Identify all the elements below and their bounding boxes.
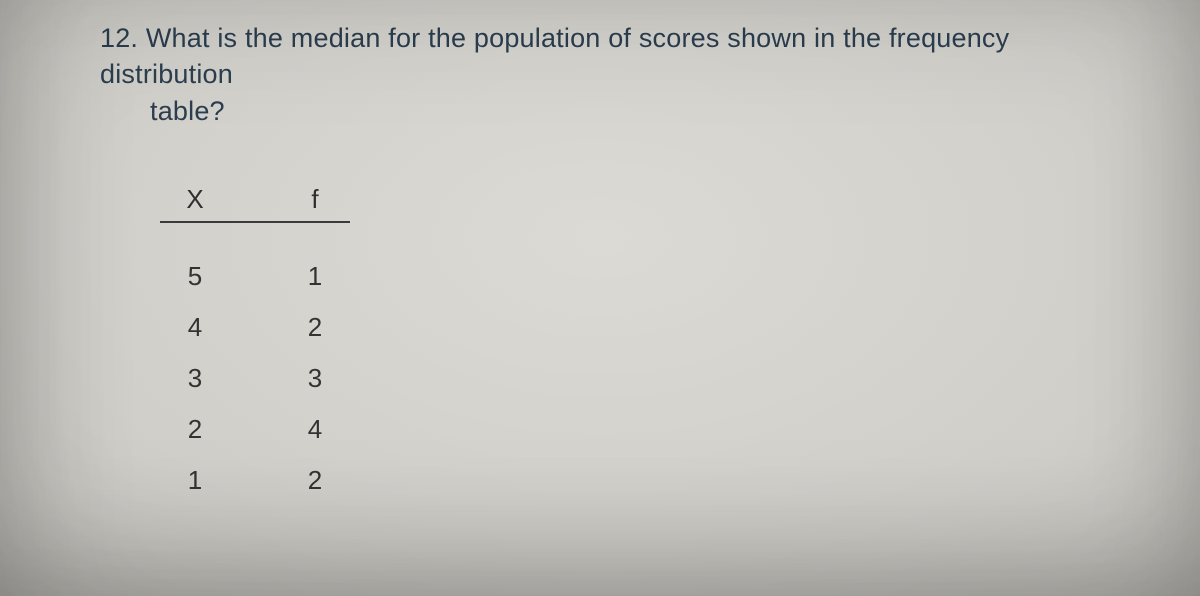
column-header-f: f [280, 184, 350, 221]
table-row: 1 [280, 261, 350, 292]
question-block: 12. What is the median for the populatio… [100, 20, 1110, 129]
table-row: 5 [160, 261, 230, 292]
table-row: 1 [160, 465, 230, 496]
question-number: 12. [100, 23, 138, 53]
table-row: 2 [160, 414, 230, 445]
table-row: 3 [280, 363, 350, 394]
table-row: 4 [160, 312, 230, 343]
header-underline [160, 221, 350, 223]
frequency-table: X f 5 1 4 2 3 3 2 4 1 2 [160, 184, 1110, 496]
question-line1: What is the median for the population of… [100, 23, 1009, 89]
table-row: 2 [280, 465, 350, 496]
table-row: 3 [160, 363, 230, 394]
column-header-x: X [160, 184, 230, 221]
table-row: 4 [280, 414, 350, 445]
table-row: 2 [280, 312, 350, 343]
page: 12. What is the median for the populatio… [0, 0, 1200, 596]
question-line2: table? [100, 93, 1110, 129]
